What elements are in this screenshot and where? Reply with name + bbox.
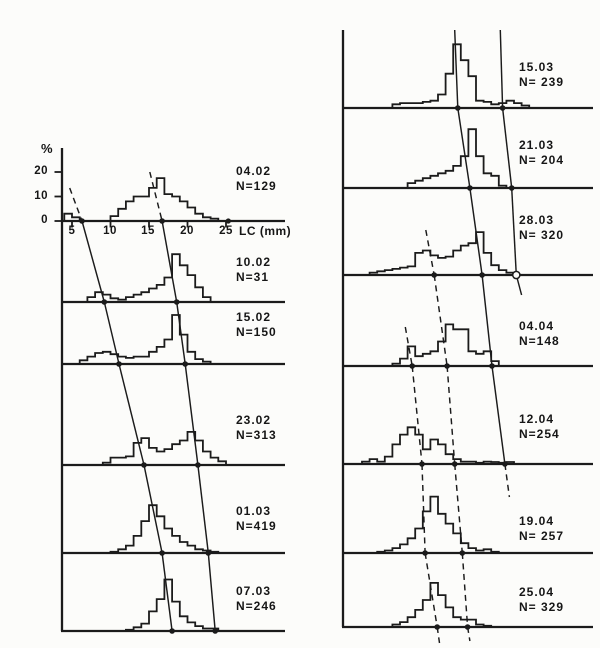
panel-label-0703: 07.03 N=246 <box>236 584 277 614</box>
panel-date: 10.02 <box>236 255 272 269</box>
x-tick-label-15: 15 <box>141 225 155 237</box>
panel-label-2302: 23.02 N=313 <box>236 413 277 443</box>
y-axis-unit: % <box>41 141 53 156</box>
panel-sample-size: N= 239 <box>519 75 565 89</box>
panel-date: 04.04 <box>519 319 555 333</box>
panel-date: 21.03 <box>519 138 555 152</box>
y-tick-label-20: 20 <box>34 165 48 177</box>
panel-label-2103: 21.03 N= 204 <box>519 138 564 168</box>
panel-date: 23.02 <box>236 413 272 427</box>
x-tick-label-10: 10 <box>103 225 117 237</box>
panel-date: 15.03 <box>519 60 555 74</box>
y-tick-label-0: 0 <box>41 214 48 226</box>
x-tick-label-20: 20 <box>180 225 194 237</box>
panel-date: 28.03 <box>519 213 555 227</box>
panel-sample-size: N=419 <box>236 519 277 533</box>
panel-label-2504: 25.04 N= 329 <box>519 585 564 615</box>
panel-label-1204: 12.04 N=254 <box>519 412 560 442</box>
panel-label-2803: 28.03 N= 320 <box>519 213 564 243</box>
panel-sample-size: N= 257 <box>519 529 565 543</box>
panel-label-1002: 10.02 N=31 <box>236 255 271 285</box>
panel-date: 12.04 <box>519 412 555 426</box>
panel-label-1502: 15.02 N=150 <box>236 310 277 340</box>
x-tick-label-5: 5 <box>68 225 76 237</box>
panel-label-0103: 01.03 N=419 <box>236 504 277 534</box>
y-tick-label-10: 10 <box>34 190 48 202</box>
panel-sample-size: N=254 <box>519 427 560 441</box>
panel-date: 04.02 <box>236 164 272 178</box>
panel-sample-size: N=246 <box>236 599 277 613</box>
x-axis-unit: LC (mm) <box>239 224 292 238</box>
panel-date: 01.03 <box>236 504 272 518</box>
panel-sample-size: N= 320 <box>519 228 565 242</box>
panel-label-1904: 19.04 N= 257 <box>519 514 564 544</box>
panel-sample-size: N=150 <box>236 325 277 339</box>
panel-sample-size: N=148 <box>519 334 560 348</box>
panel-label-0402: 04.02 N=129 <box>236 164 277 194</box>
panel-date: 15.02 <box>236 310 272 324</box>
panel-sample-size: N=129 <box>236 179 277 193</box>
panel-sample-size: N=31 <box>236 270 270 284</box>
panel-date: 19.04 <box>519 514 555 528</box>
panel-label-1503: 15.03 N= 239 <box>519 60 564 90</box>
panel-label-0404: 04.04 N=148 <box>519 319 560 349</box>
panel-sample-size: N= 204 <box>519 153 565 167</box>
x-tick-label-25: 25 <box>219 225 233 237</box>
panel-date: 07.03 <box>236 584 272 598</box>
panel-sample-size: N=313 <box>236 428 277 442</box>
panel-date: 25.04 <box>519 585 555 599</box>
panel-sample-size: N= 329 <box>519 600 565 614</box>
